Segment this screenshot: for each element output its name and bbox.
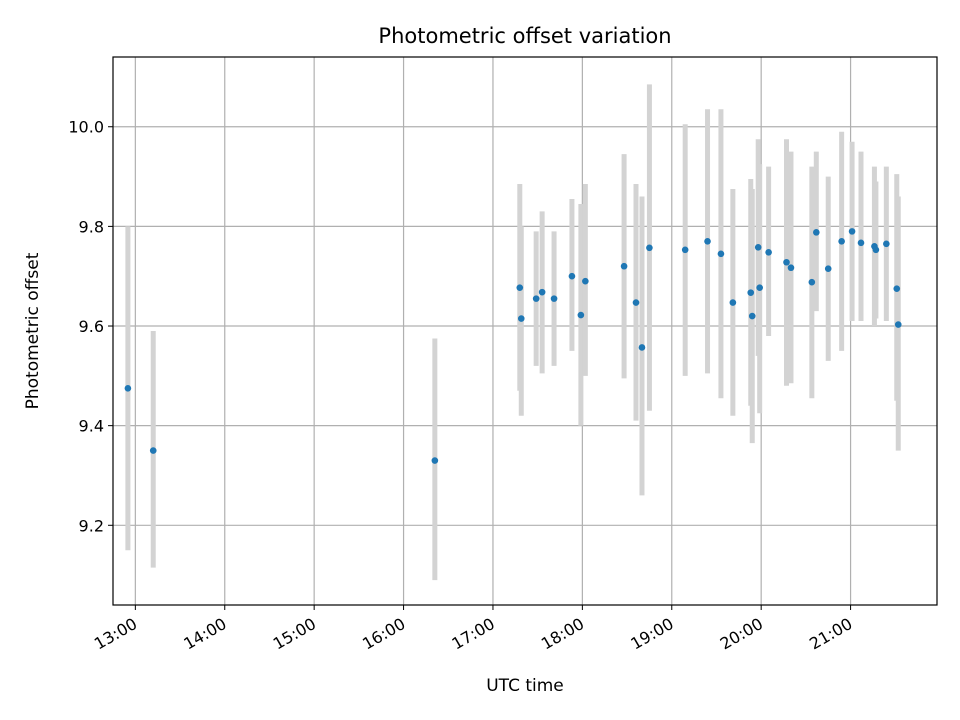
data-point	[149, 447, 157, 454]
data-point	[582, 277, 589, 285]
data-point	[783, 258, 790, 266]
y-tick-label: 9.8	[79, 217, 104, 236]
data-point	[516, 284, 524, 291]
data-point	[431, 457, 439, 464]
data-point	[517, 315, 525, 322]
data-point	[872, 246, 880, 254]
data-point	[632, 299, 640, 306]
y-tick-label: 9.2	[79, 516, 104, 535]
data-point	[848, 228, 856, 235]
plot-frame	[112, 56, 938, 606]
data-points	[124, 228, 902, 464]
y-axis-label: Photometric offset	[23, 252, 43, 409]
data-point	[550, 295, 558, 302]
data-point	[765, 248, 772, 256]
data-point	[577, 311, 585, 319]
data-point	[838, 238, 845, 245]
data-point	[532, 295, 540, 302]
data-point	[681, 246, 689, 254]
x-axis-label: UTC time	[486, 676, 564, 696]
data-point	[756, 284, 763, 291]
data-point	[538, 288, 546, 296]
y-tick-label: 10.0	[68, 118, 104, 137]
data-point	[894, 321, 902, 328]
y-tick-label: 9.6	[79, 317, 104, 336]
chart-title: Photometric offset variation	[378, 24, 671, 48]
data-point	[857, 239, 865, 247]
y-tick-label: 9.4	[79, 417, 104, 436]
data-point	[704, 238, 711, 245]
data-point	[883, 240, 890, 248]
data-point	[808, 278, 816, 286]
data-point	[824, 265, 832, 273]
data-point	[620, 262, 628, 270]
data-point	[646, 244, 653, 252]
data-point	[729, 299, 737, 306]
data-point	[787, 264, 795, 272]
data-point	[568, 272, 576, 280]
data-point	[754, 244, 762, 251]
data-point	[717, 250, 725, 258]
data-point	[638, 344, 646, 351]
data-point	[813, 229, 820, 236]
data-point	[124, 384, 132, 392]
data-point	[747, 289, 755, 296]
data-point	[748, 312, 756, 320]
data-point	[893, 285, 901, 292]
